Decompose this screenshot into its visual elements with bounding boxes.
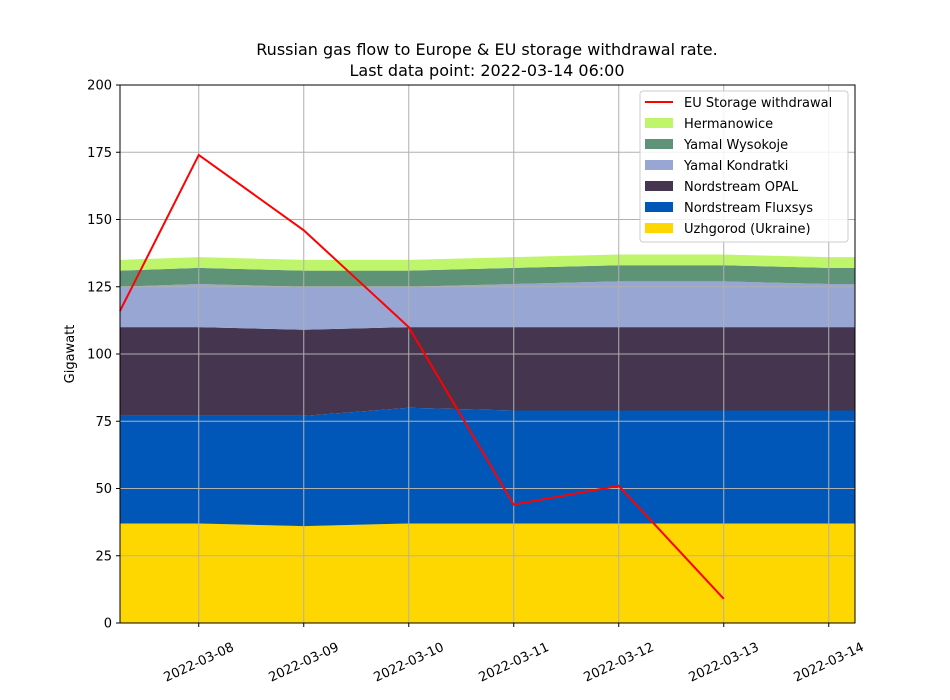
legend-swatch-uzhgorod-ukraine	[645, 223, 673, 233]
y-tick-label: 75	[95, 415, 112, 430]
legend-label-eu-storage-withdrawal: EU Storage withdrawal	[684, 96, 832, 111]
legend-swatch-hermanowice	[645, 118, 673, 128]
stacked-areas	[120, 254, 855, 623]
legend: EU Storage withdrawal Hermanowice Yamal Wy…	[639, 90, 849, 243]
area-nordstream-fluxsys	[120, 407, 855, 527]
legend-swatch-nordstream-opal	[645, 181, 673, 191]
area-nordstream-opal	[120, 327, 855, 416]
y-axis: 0 25 50 75 100 125 150 175 200	[87, 79, 120, 632]
line-eu-storage-withdrawal	[119, 153, 725, 600]
legend-label-nordstream-fluxsys: Nordstream Fluxsys	[684, 201, 813, 216]
storage-line-layer	[119, 153, 725, 600]
legend-box	[639, 90, 849, 243]
legend-label-hermanowice: Hermanowice	[684, 117, 773, 132]
y-tick-label: 25	[95, 549, 112, 564]
legend-swatch-yamal-kondratki	[645, 160, 673, 170]
legend-label-nordstream-opal: Nordstream OPAL	[684, 180, 799, 195]
y-tick-label: 0	[104, 617, 112, 632]
area-yamal-kondratki	[120, 281, 855, 330]
y-tick-label: 50	[95, 482, 112, 497]
y-axis-label: Gigawatt	[63, 325, 78, 384]
y-tick-label: 200	[87, 79, 112, 94]
legend-swatch-yamal-wysokoje	[645, 139, 673, 149]
area-uzhgorod-ukraine	[120, 523, 855, 623]
y-tick-label: 175	[87, 146, 112, 161]
legend-label-uzhgorod-ukraine: Uzhgorod (Ukraine)	[684, 222, 811, 237]
y-tick-label: 125	[87, 280, 112, 295]
legend-swatch-nordstream-fluxsys	[645, 202, 673, 212]
chart-subtitle: Last data point: 2022-03-14 06:00	[350, 61, 625, 80]
chart-title: Russian gas flow to Europe & EU storage …	[256, 40, 717, 59]
y-tick-label: 100	[87, 348, 112, 363]
legend-label-yamal-kondratki: Yamal Kondratki	[683, 159, 788, 174]
legend-label-yamal-wysokoje: Yamal Wysokoje	[683, 138, 788, 153]
y-tick-label: 150	[87, 213, 112, 228]
